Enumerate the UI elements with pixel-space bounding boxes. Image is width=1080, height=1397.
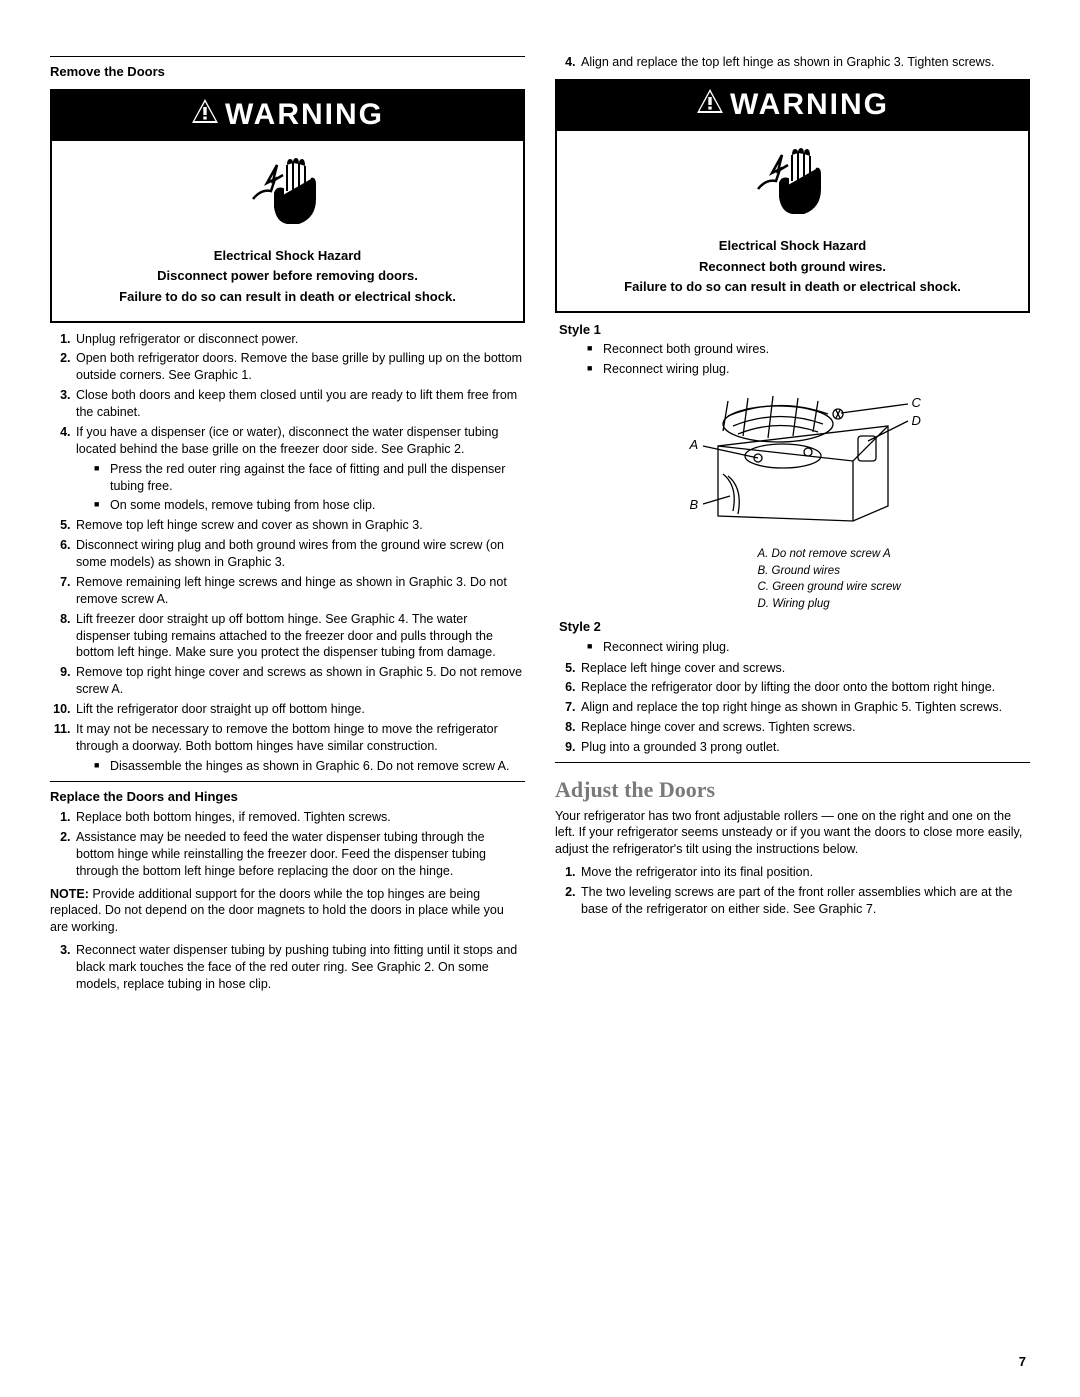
list-item-text: If you have a dispenser (ice or water), … (76, 425, 498, 456)
warning-box-left: WARNING Electrical Shock Hazard Disconne… (50, 89, 525, 323)
warning-line: Failure to do so can result in death or … (571, 278, 1014, 296)
warning-line: Reconnect both ground wires. (571, 258, 1014, 276)
warning-text: Electrical Shock Hazard Reconnect both g… (557, 237, 1028, 311)
remove-steps-list: Unplug refrigerator or disconnect power.… (50, 331, 525, 775)
caption-line: A. Do not remove screw A (758, 547, 958, 563)
list-item: Reconnect water dispenser tubing by push… (74, 942, 525, 993)
list-item: The two leveling screws are part of the … (579, 884, 1030, 918)
list-item: Disconnect wiring plug and both ground w… (74, 537, 525, 571)
list-item: Open both refrigerator doors. Remove the… (74, 350, 525, 384)
list-item: Unplug refrigerator or disconnect power. (74, 331, 525, 348)
hinge-diagram: A B C D A. Do not remove screw A B. Grou… (628, 386, 958, 612)
warning-text: Electrical Shock Hazard Disconnect power… (52, 247, 523, 321)
page-number: 7 (1019, 1353, 1026, 1371)
list-item: Lift the refrigerator door straight up o… (74, 701, 525, 718)
list-item: It may not be necessary to remove the bo… (74, 721, 525, 775)
list-item: Remove top right hinge cover and screws … (74, 664, 525, 698)
sub-item: Reconnect wiring plug. (587, 361, 1030, 378)
list-item: Plug into a grounded 3 prong outlet. (579, 739, 1030, 756)
note-paragraph: NOTE: Provide additional support for the… (50, 886, 525, 937)
list-item: Replace left hinge cover and screws. (579, 660, 1030, 677)
replace-steps-list: Replace both bottom hinges, if removed. … (50, 809, 525, 880)
warning-line: Disconnect power before removing doors. (66, 267, 509, 285)
sub-item: Press the red outer ring against the fac… (94, 461, 525, 495)
divider (555, 762, 1030, 763)
list-item: Move the refrigerator into its final pos… (579, 864, 1030, 881)
replace-doors-heading: Replace the Doors and Hinges (50, 788, 525, 806)
left-column: Remove the Doors WARNING Electrical Shoc… (50, 50, 525, 999)
warning-label: WARNING (225, 95, 384, 136)
list-item: Replace both bottom hinges, if removed. … (74, 809, 525, 826)
list-item: Close both doors and keep them closed un… (74, 387, 525, 421)
sub-item: On some models, remove tubing from hose … (94, 497, 525, 514)
diagram-label-d: D (912, 412, 921, 430)
caption-line: D. Wiring plug (758, 597, 958, 613)
style1-label: Style 1 (559, 321, 1030, 339)
adjust-doors-title: Adjust the Doors (555, 775, 1030, 805)
diagram-label-b: B (690, 496, 699, 514)
style2-label: Style 2 (559, 618, 1030, 636)
divider (50, 56, 525, 57)
sub-list: Press the red outer ring against the fac… (76, 461, 525, 515)
list-item: Remove remaining left hinge screws and h… (74, 574, 525, 608)
adjust-steps-list: Move the refrigerator into its final pos… (555, 864, 1030, 918)
right-column: Align and replace the top left hinge as … (555, 50, 1030, 999)
warning-bar: WARNING (557, 81, 1028, 132)
shock-hand-icon (52, 141, 523, 244)
diagram-label-a: A (690, 436, 699, 454)
note-text: Provide additional support for the doors… (50, 887, 504, 935)
sub-item: Reconnect both ground wires. (587, 341, 1030, 358)
list-item: Align and replace the top right hinge as… (579, 699, 1030, 716)
list-item: Assistance may be needed to feed the wat… (74, 829, 525, 880)
warning-line: Electrical Shock Hazard (66, 247, 509, 265)
diagram-caption: A. Do not remove screw A B. Ground wires… (758, 547, 958, 612)
sub-list: Disassemble the hinges as shown in Graph… (76, 758, 525, 775)
adjust-intro: Your refrigerator has two front adjustab… (555, 808, 1030, 859)
sub-item: Disassemble the hinges as shown in Graph… (94, 758, 525, 775)
warning-label: WARNING (730, 85, 889, 126)
divider (50, 781, 525, 782)
remove-doors-heading: Remove the Doors (50, 63, 525, 81)
warning-line: Electrical Shock Hazard (571, 237, 1014, 255)
warning-triangle-icon (696, 85, 724, 126)
diagram-label-c: C (912, 394, 921, 412)
sub-item: Reconnect wiring plug. (587, 639, 1030, 656)
list-item: Replace hinge cover and screws. Tighten … (579, 719, 1030, 736)
shock-hand-icon (557, 131, 1028, 234)
replace-step4: Align and replace the top left hinge as … (555, 54, 1030, 71)
warning-box-right: WARNING Electrical Shock Hazard Reconnec… (555, 79, 1030, 313)
style1-list: Reconnect both ground wires. Reconnect w… (555, 341, 1030, 378)
caption-line: B. Ground wires (758, 564, 958, 580)
warning-bar: WARNING (52, 91, 523, 142)
warning-triangle-icon (191, 95, 219, 136)
list-item: Replace the refrigerator door by lifting… (579, 679, 1030, 696)
style2-list: Reconnect wiring plug. (555, 639, 1030, 656)
note-bold: NOTE: (50, 887, 89, 901)
replace-steps-5to9: Replace left hinge cover and screws. Rep… (555, 660, 1030, 756)
list-item: Remove top left hinge screw and cover as… (74, 517, 525, 534)
warning-line: Failure to do so can result in death or … (66, 288, 509, 306)
two-column-layout: Remove the Doors WARNING Electrical Shoc… (50, 50, 1030, 999)
caption-line: C. Green ground wire screw (758, 580, 958, 596)
list-item: If you have a dispenser (ice or water), … (74, 424, 525, 514)
replace-steps-cont: Reconnect water dispenser tubing by push… (50, 942, 525, 993)
list-item: Align and replace the top left hinge as … (579, 54, 1030, 71)
list-item: Lift freezer door straight up off bottom… (74, 611, 525, 662)
list-item-text: It may not be necessary to remove the bo… (76, 722, 498, 753)
